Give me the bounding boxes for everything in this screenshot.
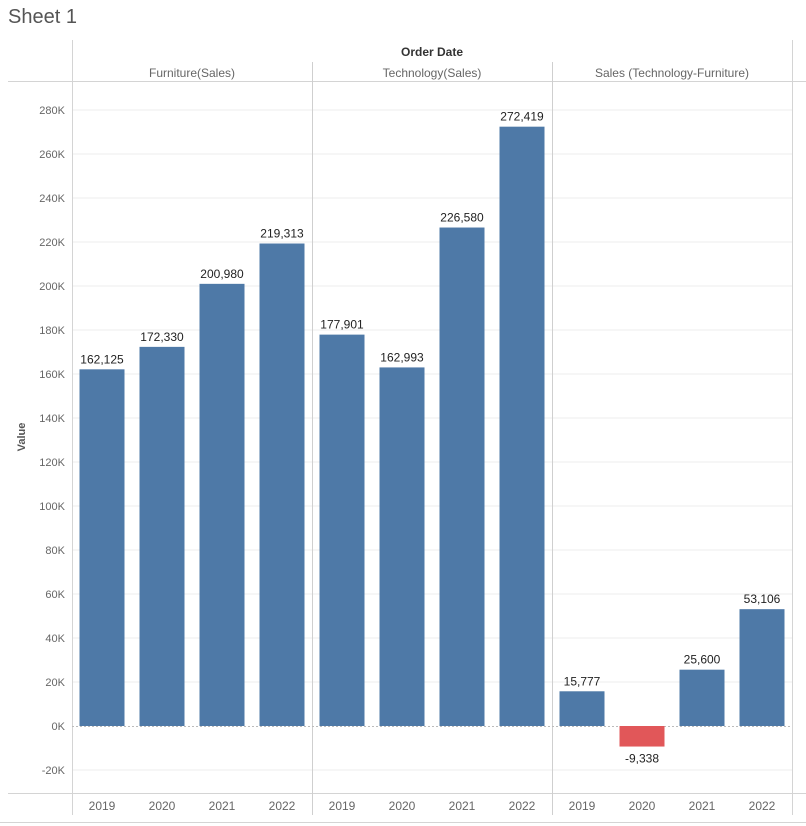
y-tick-label: 240K bbox=[39, 193, 65, 205]
y-tick-label: 140K bbox=[39, 413, 65, 425]
y-tick-label: 280K bbox=[39, 105, 65, 117]
data-labels: 162,125 172,330 200,980 219,313 177,901 162,9… bbox=[80, 110, 780, 766]
data-label: 162,125 bbox=[80, 352, 124, 366]
bar bbox=[439, 227, 485, 727]
data-label: 25,600 bbox=[684, 653, 721, 667]
x-tick-label: 2019 bbox=[329, 799, 356, 813]
bar bbox=[679, 669, 725, 726]
y-tick-label: 200K bbox=[39, 281, 65, 293]
bar bbox=[379, 367, 425, 726]
bar bbox=[139, 346, 185, 726]
y-tick-label: 160K bbox=[39, 369, 65, 381]
data-label: 272,419 bbox=[500, 110, 544, 124]
x-tick-label: 2019 bbox=[569, 799, 596, 813]
y-tick-label: 100K bbox=[39, 501, 65, 513]
data-label: 172,330 bbox=[140, 330, 184, 344]
bar bbox=[319, 334, 365, 726]
data-label: 15,777 bbox=[564, 674, 601, 688]
y-axis-ticks: -20K 0K 20K 40K 60K 80K 100K 120K 140K 160K 180K 20… bbox=[39, 105, 65, 777]
x-tick-label: 2022 bbox=[749, 799, 776, 813]
sheet-title: Sheet 1 bbox=[8, 6, 77, 28]
y-tick-label: 180K bbox=[39, 325, 65, 337]
bar bbox=[559, 691, 605, 726]
bar bbox=[739, 609, 785, 726]
x-tick-label: 2019 bbox=[89, 799, 116, 813]
y-tick-label: 120K bbox=[39, 457, 65, 469]
chart-frame bbox=[0, 40, 806, 823]
column-header-order-date: Order Date bbox=[400, 45, 464, 59]
y-axis-label: Value bbox=[16, 423, 28, 452]
y-tick-label: 220K bbox=[39, 237, 65, 249]
x-tick-label: 2020 bbox=[149, 799, 176, 813]
x-axis-ticks: 2019 2020 2021 2022 2019 2020 2021 2022 2019 2020… bbox=[89, 799, 776, 813]
data-label: 53,106 bbox=[744, 592, 781, 606]
bar bbox=[199, 283, 245, 726]
x-tick-label: 2021 bbox=[449, 799, 476, 813]
x-tick-label: 2021 bbox=[209, 799, 236, 813]
y-tick-label: 260K bbox=[39, 149, 65, 161]
panel-headers: Furniture(Sales) Technology(Sales) Sales (… bbox=[149, 66, 749, 80]
y-tick-label: 80K bbox=[45, 545, 65, 557]
y-tick-label: -20K bbox=[42, 765, 66, 777]
x-tick-label: 2020 bbox=[389, 799, 416, 813]
gridlines bbox=[72, 109, 792, 771]
y-tick-label: 0K bbox=[52, 721, 66, 733]
bar bbox=[259, 243, 305, 726]
bar bbox=[499, 126, 545, 726]
y-tick-label: 20K bbox=[45, 677, 65, 689]
y-tick-label: 60K bbox=[45, 589, 65, 601]
bars bbox=[79, 126, 785, 747]
x-tick-label: 2021 bbox=[689, 799, 716, 813]
data-label: 219,313 bbox=[260, 227, 304, 241]
x-tick-label: 2022 bbox=[269, 799, 296, 813]
panel-header: Sales (Technology-Furniture) bbox=[595, 66, 749, 80]
data-label: 200,980 bbox=[200, 267, 244, 281]
bar bbox=[619, 726, 665, 747]
data-label: 226,580 bbox=[440, 211, 484, 225]
data-label: 177,901 bbox=[320, 318, 364, 332]
panel-header: Furniture(Sales) bbox=[149, 66, 235, 80]
y-tick-label: 40K bbox=[45, 633, 65, 645]
data-label: 162,993 bbox=[380, 350, 424, 364]
x-tick-label: 2020 bbox=[629, 799, 656, 813]
x-tick-label: 2022 bbox=[509, 799, 536, 813]
bar bbox=[79, 369, 125, 726]
panel-header: Technology(Sales) bbox=[383, 66, 482, 80]
data-label: -9,338 bbox=[625, 752, 659, 766]
